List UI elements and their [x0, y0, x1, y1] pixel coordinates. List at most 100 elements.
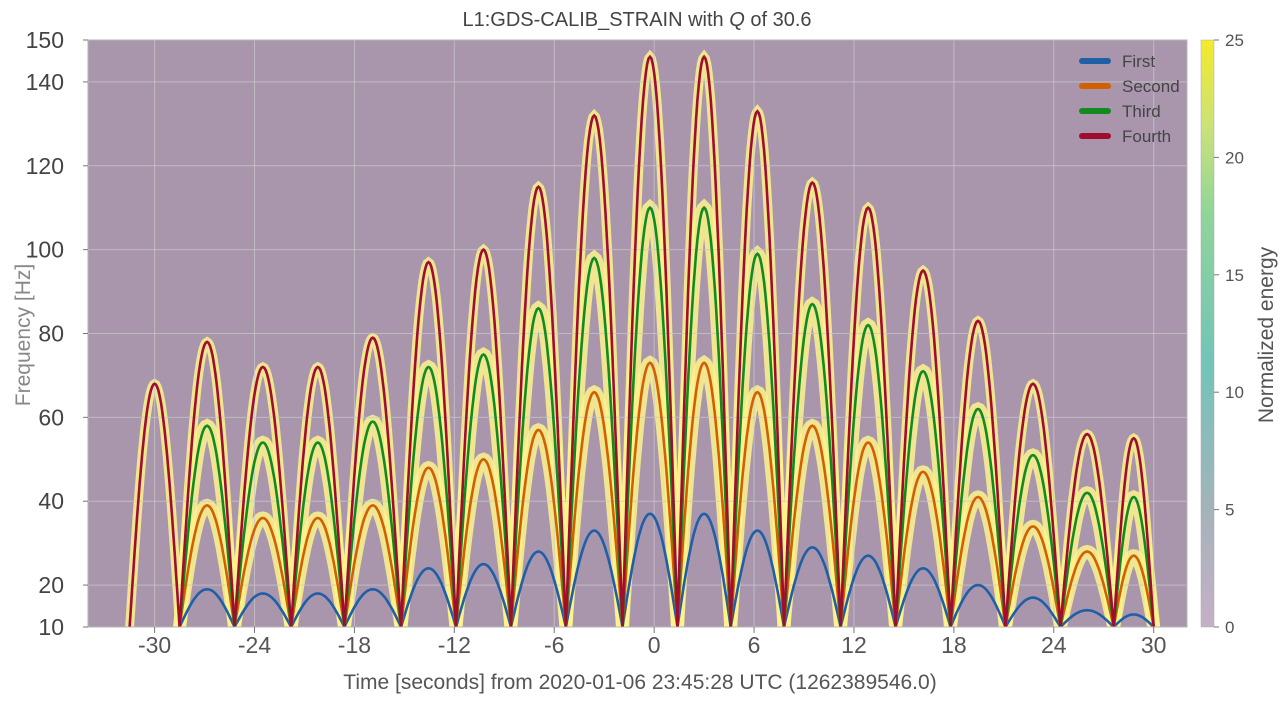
- series-arch: [509, 550, 568, 627]
- x-tick-label: 6: [748, 632, 761, 658]
- x-tick-label: 24: [1041, 632, 1067, 658]
- series-arch: [1004, 596, 1062, 627]
- legend: First Second Third Fourth: [1079, 52, 1180, 146]
- series-arch: [782, 424, 842, 627]
- series-arch: [233, 592, 293, 627]
- series-arch: [178, 340, 236, 627]
- series-arch: [839, 205, 897, 627]
- y-axis-label: Frequency [Hz]: [12, 264, 35, 406]
- y-tick-label: 80: [38, 321, 64, 347]
- series-arch: [839, 441, 897, 627]
- series-arch: [839, 554, 897, 627]
- y-tick-label: 150: [26, 27, 64, 53]
- series-arch: [399, 260, 458, 627]
- colorbar-tick-label: 25: [1225, 31, 1244, 50]
- series-arch: [729, 529, 786, 627]
- y-tick-label: 140: [26, 69, 64, 95]
- series-arch: [564, 113, 624, 627]
- y-axis-ticks: 10 20 40 60 80 100 120 140 150: [26, 27, 88, 640]
- series-arch: [676, 512, 732, 627]
- series-arch: [178, 504, 236, 627]
- x-tick-label: 30: [1141, 632, 1167, 658]
- series-arch: [1004, 525, 1062, 627]
- series-arch: [454, 562, 513, 627]
- y-tick-label: 10: [38, 614, 64, 640]
- series-arch: [1112, 554, 1155, 627]
- x-tick-label: -12: [438, 632, 471, 658]
- series-arch: [782, 180, 842, 627]
- series-arch: [729, 252, 786, 627]
- legend-label: Fourth: [1122, 127, 1171, 146]
- series-arch: [509, 428, 568, 627]
- series-arch: [621, 361, 679, 627]
- series-arch: [233, 516, 293, 627]
- series-arch: [289, 441, 346, 627]
- series-arch: [1112, 436, 1155, 627]
- legend-label: First: [1122, 52, 1155, 71]
- series-arch: [399, 365, 458, 627]
- series-arch: [454, 352, 513, 627]
- series-second: [178, 361, 1155, 627]
- legend-label: Second: [1122, 77, 1180, 96]
- series-arch: [128, 382, 181, 627]
- series-arch: [621, 54, 679, 627]
- series-third: [178, 205, 1155, 627]
- series-arch: [839, 323, 897, 627]
- colorbar-label: Normalized energy: [1255, 246, 1278, 423]
- series-arch: [1112, 613, 1155, 627]
- series-arch: [343, 587, 403, 627]
- x-tick-label: 18: [941, 632, 967, 658]
- series-arch: [454, 457, 513, 627]
- series-arch: [343, 336, 403, 627]
- y-tick-label: 20: [38, 572, 64, 598]
- series-arch: [399, 466, 458, 627]
- x-axis-label: Time [seconds] from 2020-01-06 23:45:28 …: [343, 671, 936, 694]
- series-arch: [343, 504, 403, 627]
- series-arch: [1059, 608, 1115, 627]
- series-arch: [676, 205, 732, 627]
- series-arch: [289, 365, 346, 627]
- colorbar-tick-label: 10: [1225, 383, 1244, 402]
- series-arch: [289, 516, 346, 627]
- series-arch: [454, 247, 513, 627]
- colorbar: [1200, 39, 1215, 628]
- series-arch: [676, 361, 732, 627]
- x-tick-label: -30: [138, 632, 171, 658]
- series-arch: [949, 407, 1007, 627]
- series-arch: [233, 365, 293, 627]
- x-tick-label: 12: [841, 632, 867, 658]
- x-axis-ticks: -30 -24 -18 -12 -6 0 6 12 18 24 30: [138, 627, 1167, 658]
- series-arch: [233, 441, 293, 627]
- series-arch: [399, 566, 458, 627]
- series-arch: [509, 306, 568, 627]
- series-arch: [509, 185, 568, 627]
- series-fourth: [128, 54, 1155, 627]
- series-arch: [564, 529, 624, 627]
- colorbar-tick-label: 20: [1225, 148, 1244, 167]
- series-curves: [128, 54, 1155, 627]
- series-arch: [949, 583, 1007, 627]
- y-tick-label: 40: [38, 488, 64, 514]
- series-arch: [894, 369, 952, 627]
- series-arch: [621, 205, 679, 627]
- series-arch: [343, 420, 403, 627]
- series-arch: [782, 545, 842, 627]
- x-tick-label: -18: [338, 632, 371, 658]
- colorbar-tick-label: 0: [1225, 618, 1234, 637]
- series-arch: [178, 424, 236, 627]
- series-arch: [894, 470, 952, 627]
- series-arch: [564, 390, 624, 627]
- series-arch: [178, 587, 236, 627]
- series-arch: [1004, 453, 1062, 627]
- series-arch: [1059, 432, 1115, 627]
- legend-label: Third: [1122, 102, 1161, 121]
- series-arch: [1004, 382, 1062, 627]
- x-tick-label: -24: [238, 632, 271, 658]
- chart-title: L1:GDS-CALIB_STRAIN with Q of 30.6: [462, 9, 811, 31]
- series-arch: [949, 495, 1007, 627]
- y-tick-label: 120: [26, 153, 64, 179]
- series-arch: [676, 54, 732, 627]
- x-tick-label: -6: [544, 632, 564, 658]
- series-arch: [289, 592, 346, 627]
